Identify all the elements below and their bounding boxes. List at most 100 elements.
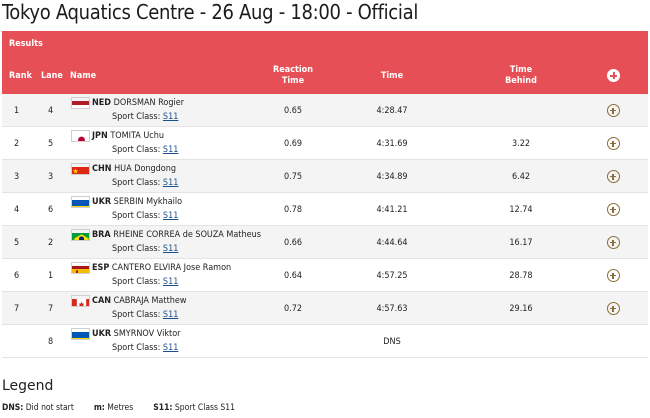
time-cell: 4:57.25 [376,271,408,281]
sport-class-label: Sport Class: [112,112,161,122]
reaction-time-cell: 0.69 [283,139,303,149]
legend-item: m: Metres [94,403,133,413]
legend-item: S11: Sport Class S11 [153,403,235,413]
athlete-name[interactable]: CHN HUA Dongdong [92,164,176,174]
athlete-name-text: TOMITA Uchu [110,131,165,141]
rank-cell: 7 [14,304,20,314]
time-cell: DNS [383,337,401,347]
expand-row-icon[interactable] [607,269,620,282]
flag-icon [71,262,90,274]
table-row: 3 3 CHN HUA Dongdong Sport Class: S11 0.… [2,160,648,193]
table-row: 7 7 CAN CABRAJA Matthew Sport Class: S11… [2,292,648,325]
athlete-name[interactable]: CAN CABRAJA Matthew [92,296,186,306]
lane-cell: 7 [48,304,54,314]
legend-items: DNS: Did not start m: Metres S11: Sport Cl… [2,403,255,413]
expand-row-icon[interactable] [607,302,620,315]
time-behind-cell: 29.16 [509,304,533,314]
table-header: Results Rank Lane Name Reaction Time Time… [2,31,648,94]
sport-class: Sport Class: S11 [112,277,178,287]
time-behind-cell: 28.78 [509,271,533,281]
col-name: Name [70,71,97,81]
rank-cell: 3 [14,172,20,182]
sport-class-link[interactable]: S11 [162,310,179,320]
flag-icon [71,196,90,208]
expand-row-icon[interactable] [607,104,620,117]
sport-class: Sport Class: S11 [112,178,178,188]
time-behind-cell: 6.42 [511,172,531,182]
sport-class-link[interactable]: S11 [162,244,179,254]
reaction-time-cell: 0.78 [283,205,303,215]
col-time-behind: Time Behind [496,65,546,87]
lane-cell: 4 [48,106,54,116]
reaction-time-cell: 0.75 [283,172,303,182]
time-cell: 4:41.21 [376,205,408,215]
lane-cell: 8 [48,337,54,347]
athlete-name[interactable]: NED DORSMAN Rogier [92,98,184,108]
athlete-name-text: SERBIN Mykhailo [113,197,183,207]
col-time: Time [380,71,404,81]
athlete-name-text: SMYRNOV Viktor [113,329,181,339]
expand-all-icon[interactable] [607,69,620,82]
sport-class: Sport Class: S11 [112,211,178,221]
table-row: 6 1 ESP CANTERO ELVIRA Jose Ramon Sport … [2,259,648,292]
noc-code: UKR [92,197,112,207]
time-cell: 4:44.64 [376,238,408,248]
athlete-name-text: CANTERO ELVIRA Jose Ramon [111,263,232,273]
noc-code: CAN [92,296,111,306]
flag-icon [71,295,90,307]
time-cell: 4:31.69 [376,139,408,149]
athlete-name[interactable]: BRA RHEINE CORREA de SOUZA Matheus [92,230,261,240]
expand-row-icon[interactable] [607,170,620,183]
sport-class-label: Sport Class: [112,343,161,353]
flag-icon [71,229,90,241]
expand-row-icon[interactable] [607,236,620,249]
table-row: 4 6 UKR SERBIN Mykhailo Sport Class: S11… [2,193,648,226]
legend-code: m: [93,403,105,413]
legend-code: S11: [153,403,173,413]
rank-cell: 1 [14,106,20,116]
sport-class-link[interactable]: S11 [162,277,179,287]
table-row: 2 5 JPN TOMITA Uchu Sport Class: S11 0.6… [2,127,648,160]
time-cell: 4:34.89 [376,172,408,182]
sport-class-link[interactable]: S11 [162,112,179,122]
sport-class-label: Sport Class: [112,310,161,320]
flag-icon [71,163,90,175]
sport-class-link[interactable]: S11 [162,211,179,221]
sport-class-link[interactable]: S11 [162,343,179,353]
athlete-name[interactable]: UKR SERBIN Mykhailo [92,197,182,207]
time-cell: 4:28.47 [376,106,408,116]
noc-code: ESP [92,263,110,273]
col-time-behind-label: Time Behind [505,65,537,86]
col-reaction-time: Reaction Time [268,65,318,87]
noc-code: BRA [92,230,111,240]
legend-desc: Did not start [25,403,74,413]
sport-class-link[interactable]: S11 [162,178,179,188]
flag-icon [71,328,90,340]
athlete-name-text: DORSMAN Rogier [113,98,185,108]
athlete-name[interactable]: UKR SMYRNOV Viktor [92,329,180,339]
expand-row-icon[interactable] [607,137,620,150]
flag-icon [71,97,90,109]
athlete-name[interactable]: ESP CANTERO ELVIRA Jose Ramon [92,263,231,273]
sport-class: Sport Class: S11 [112,310,178,320]
athlete-name[interactable]: JPN TOMITA Uchu [92,131,164,141]
col-rank: Rank [9,71,32,81]
legend-item: DNS: Did not start [2,403,74,413]
expand-row-icon[interactable] [607,203,620,216]
reaction-time-cell: 0.65 [283,106,303,116]
lane-cell: 1 [48,271,54,281]
results-table: Results Rank Lane Name Reaction Time Time… [2,31,648,358]
athlete-name-text: HUA Dongdong [114,164,177,174]
sport-class-label: Sport Class: [112,178,161,188]
col-lane: Lane [41,71,63,81]
col-reaction-time-label: Reaction Time [273,65,313,86]
table-row: 5 2 BRA RHEINE CORREA de SOUZA Matheus S… [2,226,648,259]
legend-desc: Sport Class S11 [174,403,235,413]
table-row: 1 4 NED DORSMAN Rogier Sport Class: S11 … [2,94,648,127]
results-label: Results [9,39,43,49]
athlete-name-text: RHEINE CORREA de SOUZA Matheus [113,230,261,240]
rank-cell: 2 [14,139,20,149]
legend-desc: Metres [107,403,134,413]
sport-class-link[interactable]: S11 [162,145,179,155]
rank-cell: 5 [14,238,20,248]
